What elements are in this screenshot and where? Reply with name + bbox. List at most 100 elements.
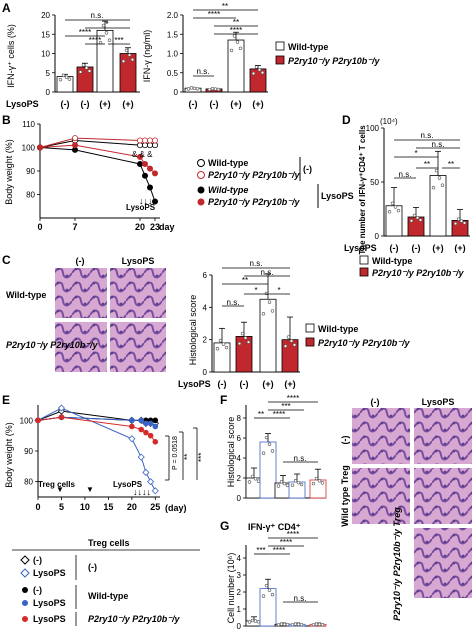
panel-c-row-1: Wild-type: [6, 290, 46, 300]
panel-b-xtick-label: 20: [135, 222, 145, 232]
panel-g-ylabel: Cell number (10⁶): [226, 553, 236, 624]
panel-f-tick-label: 0: [237, 494, 242, 503]
panel-a-left-point: [121, 59, 126, 63]
panel-f-chart: Histological score 0 2 4 6 8 **** *** **** *…: [226, 394, 327, 503]
panel-e-ytick-label: 100: [20, 416, 34, 425]
panel-d-point: [396, 208, 401, 213]
panel-d-point: [390, 201, 395, 206]
panel-c-sig-2: n.s.: [261, 268, 274, 277]
panel-a-right-point: [254, 65, 259, 69]
panel-c-point: [221, 342, 226, 346]
panel-f-image-4: [414, 468, 472, 524]
panel-a-right-ylabel: IFN-γ (ng/ml): [142, 30, 152, 83]
panel-a-right-point: [207, 87, 212, 92]
panel-a-right-point: [192, 86, 197, 91]
panel-b-series-point: [72, 142, 79, 149]
panel-e-series-point: [58, 414, 65, 421]
panel-c-point: [261, 312, 266, 316]
panel-f-point: [285, 483, 290, 488]
panel-b-legend-1: Wild-type: [208, 158, 248, 168]
panel-label-c: C: [2, 253, 11, 267]
panel-b-legend-4: P2ry10⁻/y P2ry10b⁻/y: [208, 197, 301, 207]
panel-d-tick-label: 100: [366, 124, 380, 133]
panel-g-point: [293, 622, 298, 626]
panel-d-point: [459, 219, 464, 223]
panel-f-sig-2: ***: [281, 402, 290, 411]
panel-a-legend: Wild-type P2ry10⁻/y P2ry10b⁻/y: [275, 41, 381, 66]
panel-f-point: [264, 435, 269, 440]
panel-c-point: [270, 309, 275, 313]
panel-e-xunit: (day): [165, 503, 187, 513]
panel-c-sig-5: *: [254, 286, 257, 295]
panel-b-xtick-label: 0: [37, 222, 42, 232]
panel-f-sig-4: **: [258, 410, 264, 419]
panel-c-point: [224, 345, 229, 350]
panel-b-series-point: [141, 172, 148, 179]
panel-f-col-1: (-): [371, 397, 380, 407]
panel-b-group-1: (-): [303, 164, 312, 174]
panel-g-point: [290, 622, 295, 627]
panel-b-series-point: [146, 165, 153, 172]
panel-a-right-point: [189, 86, 194, 90]
panel-b-xunit: day: [159, 222, 175, 232]
panel-d-point: [434, 168, 439, 173]
panel-c-legend-ko: P2ry10⁻/y P2ry10b⁻/y: [318, 338, 411, 348]
panel-d-chart: (10⁴) The number of IFN-γ⁺CD4⁺ T cells 0…: [358, 117, 470, 255]
panel-b-lysops-label: LysoPS: [126, 203, 156, 212]
panel-a-right-point: [238, 46, 243, 51]
panel-a-xlabel: (-): [210, 99, 219, 109]
panel-g-point: [279, 622, 284, 626]
panel-g-point: [261, 594, 266, 598]
panel-e-ylabel: Body weight (%): [4, 422, 14, 488]
panel-a-right-tick-label: 1.5: [167, 30, 179, 39]
panel-f-col-2: LysoPS: [422, 397, 455, 407]
panel-a-right-sig-4: ****: [230, 26, 242, 35]
panel-e-ytick-label: 80: [24, 478, 33, 487]
panel-c-legend: Wild-type P2ry10⁻/y P2ry10b⁻/y: [305, 323, 411, 348]
panel-b-ytick-label: 110: [22, 120, 35, 129]
panel-e-legend: Treg cells (-) LysoPS (-) (-) LysoPS Wil…: [12, 538, 200, 626]
panel-e-series-point: [142, 468, 150, 477]
panel-d-point: [440, 183, 445, 187]
panel-f-point: [267, 442, 272, 446]
panel-a-left-ylabel: IFN-γ⁺ cells (%): [6, 24, 16, 88]
panel-c-tick-label: 2: [203, 336, 208, 345]
panel-f-row-3: P2ry10⁻/y P2ry10b⁻/y Treg: [392, 507, 402, 621]
panel-d-legend-wt: Wild-type: [372, 256, 412, 266]
panel-d-point: [431, 185, 436, 190]
panel-b-series-point: [136, 137, 143, 144]
panel-e-legend-row-3: (-): [33, 585, 42, 595]
panel-b-series-point: [146, 184, 153, 191]
panel-e-treg-arrow-1: ▼: [56, 485, 64, 494]
panel-a-right-sig-2: ****: [208, 10, 220, 19]
panel-a-legend-wt: Wild-type: [288, 42, 328, 52]
panel-e-series-point: [147, 432, 154, 439]
panel-a-left-point: [67, 77, 72, 81]
panel-c-xlabel: (-): [240, 379, 249, 389]
panel-a-right-chart: 0 0.5 1.0 1.5 2.0 IFN-γ (ng/ml) ** **** ** *…: [142, 2, 268, 97]
panel-f-tick-label: 4: [237, 454, 242, 463]
panel-a-right-tick-label: 1.0: [167, 50, 179, 59]
panel-b-chart: 80 90 100 110 Body weight (%) 0 7 20 23 day & …: [4, 120, 175, 232]
panel-b-ytick-label: 80: [26, 191, 35, 200]
panel-e-legend-header: Treg cells: [88, 538, 130, 548]
panel-a-left-point: [81, 63, 86, 67]
panel-d-point: [412, 213, 417, 218]
panel-g-chart: Cell number (10⁶) 0 1 2 3 4 **** **** **** *…: [226, 530, 327, 630]
panel-a-right-point: [229, 48, 234, 53]
panel-d-xlabel: (-): [412, 243, 421, 253]
panel-d-xlabel: (+): [454, 243, 465, 253]
panel-a-xlabel: (-): [81, 99, 90, 109]
panel-g-tick-label: 0: [237, 622, 242, 630]
panel-f-point: [317, 479, 322, 483]
panel-c-point: [286, 335, 291, 339]
panel-g-point: [311, 622, 316, 627]
panel-f-point: [293, 479, 298, 483]
panel-a-left-chart: 0 5 10 15 20 IFN-γ⁺ cells (%) n.s. * **** **…: [6, 11, 140, 97]
panel-e-series-point: [35, 417, 41, 424]
panel-e-series-point: [57, 404, 66, 412]
panel-d-sig-1: n.s.: [421, 131, 434, 140]
panel-g-sig-5: n.s.: [294, 594, 307, 603]
panel-c-tick-label: 0: [203, 368, 208, 377]
panel-f-point: [247, 480, 252, 484]
